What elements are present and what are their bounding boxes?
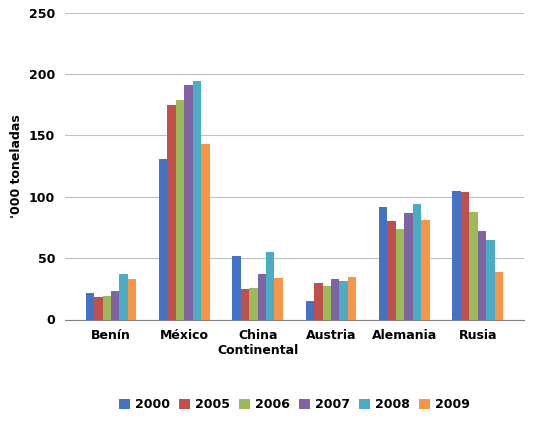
Bar [387, 222, 396, 320]
Bar [159, 159, 167, 320]
Y-axis label: '000 toneladas: '000 toneladas [10, 114, 23, 218]
Bar [184, 85, 193, 320]
Bar [94, 297, 103, 320]
Bar [348, 276, 356, 320]
Bar [469, 212, 478, 320]
Bar [413, 204, 421, 320]
Bar [421, 220, 430, 320]
Bar [486, 240, 495, 320]
Bar [119, 274, 128, 320]
Bar [274, 278, 283, 320]
Bar [193, 81, 201, 320]
Bar [322, 286, 331, 320]
Bar [340, 282, 348, 320]
Bar [379, 207, 387, 320]
Bar [453, 191, 461, 320]
Bar [314, 283, 322, 320]
Bar [167, 105, 176, 320]
Bar [103, 296, 111, 320]
Bar [404, 213, 413, 320]
Bar [478, 231, 486, 320]
Bar [241, 289, 249, 320]
Bar [396, 229, 404, 320]
Bar [495, 272, 503, 320]
Bar [86, 293, 94, 320]
Bar [306, 301, 314, 320]
Bar [232, 256, 241, 320]
Bar [331, 279, 340, 320]
Bar [176, 100, 184, 320]
Legend: 2000, 2005, 2006, 2007, 2008, 2009: 2000, 2005, 2006, 2007, 2008, 2009 [114, 393, 475, 416]
Bar [266, 252, 274, 320]
Bar [249, 288, 258, 320]
Bar [461, 192, 469, 320]
Bar [111, 291, 119, 320]
Bar [201, 144, 210, 320]
Bar [128, 279, 136, 320]
Bar [258, 274, 266, 320]
